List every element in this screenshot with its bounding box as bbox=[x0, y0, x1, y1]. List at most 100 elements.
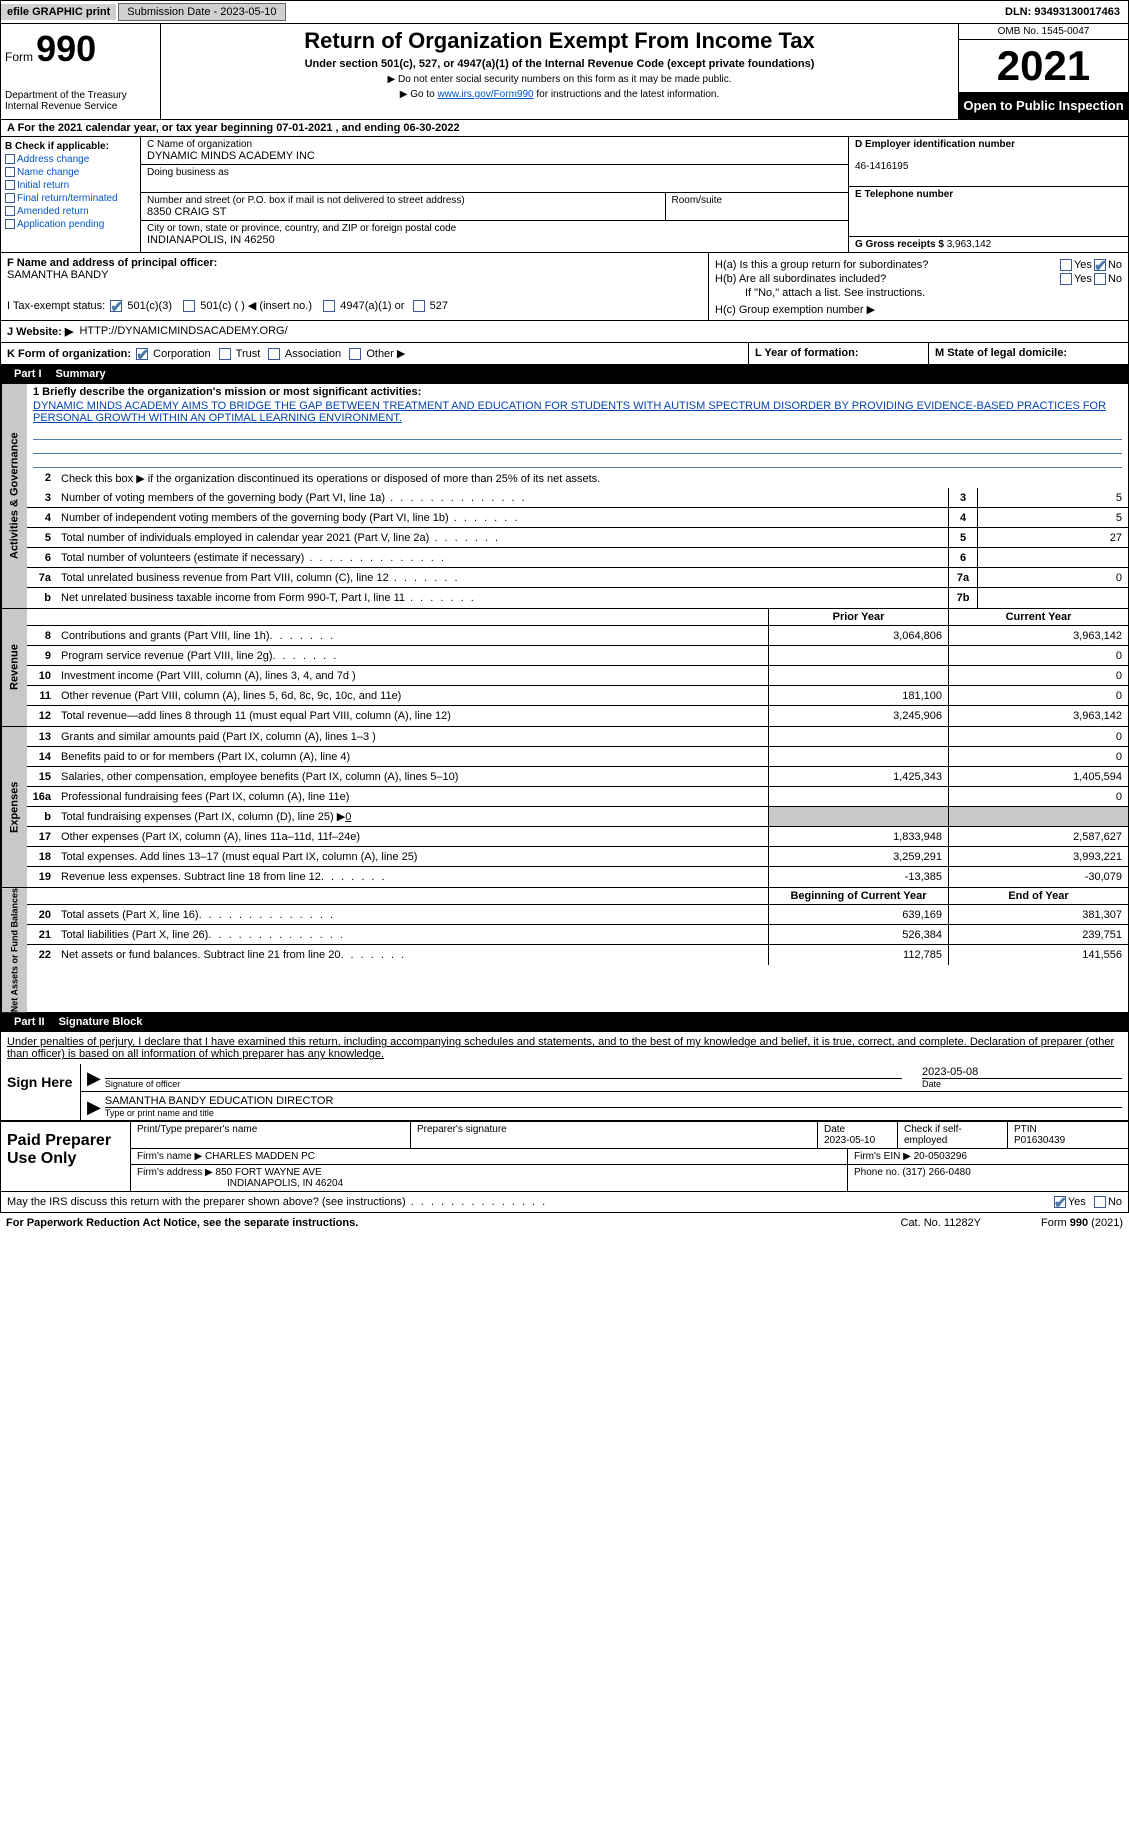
l15d: Salaries, other compensation, employee b… bbox=[57, 767, 768, 786]
ha-no[interactable] bbox=[1094, 259, 1106, 271]
l6-desc: Total number of volunteers (estimate if … bbox=[57, 550, 948, 566]
chk-trust[interactable] bbox=[219, 348, 231, 360]
blank-line bbox=[33, 454, 1122, 468]
l11d: Other revenue (Part VIII, column (A), li… bbox=[57, 686, 768, 705]
sig-officer-label: Signature of officer bbox=[105, 1078, 902, 1089]
prep-h3: Date bbox=[824, 1124, 845, 1135]
l19c: -30,079 bbox=[948, 867, 1128, 887]
no-lbl: No bbox=[1108, 259, 1122, 271]
omb-number: OMB No. 1545-0047 bbox=[959, 24, 1128, 40]
net-header: Beginning of Current Year End of Year bbox=[27, 888, 1128, 905]
line21: 21Total liabilities (Part X, line 26)526… bbox=[27, 925, 1128, 945]
fgh-right: H(a) Is this a group return for subordin… bbox=[708, 253, 1128, 320]
perjury-text: Under penalties of perjury, I declare th… bbox=[1, 1032, 1128, 1064]
l3-val: 5 bbox=[978, 488, 1128, 507]
note2-pre: ▶ Go to bbox=[400, 89, 438, 100]
check-app-pending[interactable]: Application pending bbox=[5, 219, 136, 230]
sign-here-label: Sign Here bbox=[1, 1064, 81, 1120]
firm-addr1: 850 FORT WAYNE AVE bbox=[216, 1167, 322, 1178]
row-a-period: A For the 2021 calendar year, or tax yea… bbox=[0, 120, 1129, 137]
officer-label: F Name and address of principal officer: bbox=[7, 257, 217, 269]
tax-exempt-row: I Tax-exempt status: 501(c)(3) 501(c) ( … bbox=[7, 299, 702, 312]
l7a-desc: Total unrelated business revenue from Pa… bbox=[57, 570, 948, 586]
chk-501c[interactable] bbox=[183, 300, 195, 312]
no-lbl: No bbox=[1108, 273, 1122, 285]
l20p: 639,169 bbox=[768, 905, 948, 924]
ha-yes[interactable] bbox=[1060, 259, 1072, 271]
part2-title: Signature Block bbox=[59, 1016, 143, 1028]
check-final-return[interactable]: Final return/terminated bbox=[5, 193, 136, 204]
subtitle: Under section 501(c), 527, or 4947(a)(1)… bbox=[171, 58, 948, 70]
line7a: 7aTotal unrelated business revenue from … bbox=[27, 568, 1128, 588]
l1-text: DYNAMIC MINDS ACADEMY AIMS TO BRIDGE THE… bbox=[33, 400, 1122, 424]
l14c: 0 bbox=[948, 747, 1128, 766]
line5: 5Total number of individuals employed in… bbox=[27, 528, 1128, 548]
l18p: 3,259,291 bbox=[768, 847, 948, 866]
firm-addr-lbl: Firm's address ▶ bbox=[137, 1167, 213, 1178]
chk-527[interactable] bbox=[413, 300, 425, 312]
l8d: Contributions and grants (Part VIII, lin… bbox=[57, 626, 768, 645]
phone-cell: E Telephone number bbox=[849, 187, 1128, 237]
box-l: L Year of formation: bbox=[748, 343, 928, 364]
chk-lbl: Application pending bbox=[17, 219, 104, 230]
hb-no[interactable] bbox=[1094, 273, 1106, 285]
check-initial-return[interactable]: Initial return bbox=[5, 180, 136, 191]
hb-row: H(b) Are all subordinates included? Yes … bbox=[715, 273, 1122, 285]
l21d: Total liabilities (Part X, line 26) bbox=[57, 925, 768, 944]
form-number: 990 bbox=[36, 28, 96, 69]
l22c: 141,556 bbox=[948, 945, 1128, 965]
gross-val: 3,963,142 bbox=[947, 239, 992, 250]
efile-label: efile GRAPHIC print bbox=[1, 4, 116, 20]
l8c: 3,963,142 bbox=[948, 626, 1128, 645]
dba-cell: Doing business as bbox=[141, 165, 848, 193]
hb-yes[interactable] bbox=[1060, 273, 1072, 285]
row-j: J Website: ▶ HTTP://DYNAMICMINDSACADEMY.… bbox=[0, 321, 1129, 343]
chk-4947[interactable] bbox=[323, 300, 335, 312]
l10p bbox=[768, 666, 948, 685]
discuss-no[interactable] bbox=[1094, 1196, 1106, 1208]
check-amended[interactable]: Amended return bbox=[5, 206, 136, 217]
chk-501c3[interactable] bbox=[110, 300, 122, 312]
check-name-change[interactable]: Name change bbox=[5, 167, 136, 178]
l5-desc: Total number of individuals employed in … bbox=[57, 530, 948, 546]
l16ac: 0 bbox=[948, 787, 1128, 806]
opt-4947: 4947(a)(1) or bbox=[340, 300, 404, 312]
form-title: Return of Organization Exempt From Incom… bbox=[171, 28, 948, 54]
discuss-no-lbl: No bbox=[1108, 1196, 1122, 1208]
footer-left: For Paperwork Reduction Act Notice, see … bbox=[6, 1217, 901, 1229]
arrow-icon: ▶ bbox=[87, 1068, 101, 1089]
discuss-yes[interactable] bbox=[1054, 1196, 1066, 1208]
line7b: bNet unrelated business taxable income f… bbox=[27, 588, 1128, 608]
discuss-yes-lbl: Yes bbox=[1068, 1196, 1086, 1208]
l10c: 0 bbox=[948, 666, 1128, 685]
section-bcde: B Check if applicable: Address change Na… bbox=[0, 137, 1129, 252]
opt-501c: 501(c) ( ) ◀ (insert no.) bbox=[200, 300, 312, 312]
check-address-change[interactable]: Address change bbox=[5, 154, 136, 165]
prep-h4: Check if self-employed bbox=[904, 1124, 962, 1146]
submission-date[interactable]: Submission Date - 2023-05-10 bbox=[118, 3, 285, 21]
org-name-cell: C Name of organization DYNAMIC MINDS ACA… bbox=[141, 137, 848, 165]
form-label: Form bbox=[5, 50, 33, 64]
irs-link[interactable]: www.irs.gov/Form990 bbox=[437, 89, 533, 100]
col-begin-year: Beginning of Current Year bbox=[768, 888, 948, 904]
boxm-label: M State of legal domicile: bbox=[935, 347, 1067, 359]
firm-ein: 20-0503296 bbox=[914, 1151, 967, 1162]
l15p: 1,425,343 bbox=[768, 767, 948, 786]
l7a-val: 0 bbox=[978, 568, 1128, 587]
chk-assoc[interactable] bbox=[268, 348, 280, 360]
prep-h5: PTIN bbox=[1014, 1124, 1037, 1135]
chk-corp[interactable] bbox=[136, 348, 148, 360]
year-box: OMB No. 1545-0047 2021 Open to Public In… bbox=[958, 24, 1128, 119]
l13p bbox=[768, 727, 948, 746]
vlabel-activities: Activities & Governance bbox=[1, 384, 27, 608]
l16ad: Professional fundraising fees (Part IX, … bbox=[57, 787, 768, 806]
l20d: Total assets (Part X, line 16) bbox=[57, 905, 768, 924]
box-k: K Form of organization: Corporation Trus… bbox=[1, 343, 748, 364]
arrow-icon: ▶ bbox=[87, 1097, 101, 1118]
type-label: Type or print name and title bbox=[105, 1107, 1122, 1118]
website-label: J Website: ▶ bbox=[7, 325, 73, 338]
line19: 19Revenue less expenses. Subtract line 1… bbox=[27, 867, 1128, 887]
l9d: Program service revenue (Part VIII, line… bbox=[57, 646, 768, 665]
chk-other[interactable] bbox=[349, 348, 361, 360]
form-id-box: Form 990 Department of the Treasury Inte… bbox=[1, 24, 161, 119]
